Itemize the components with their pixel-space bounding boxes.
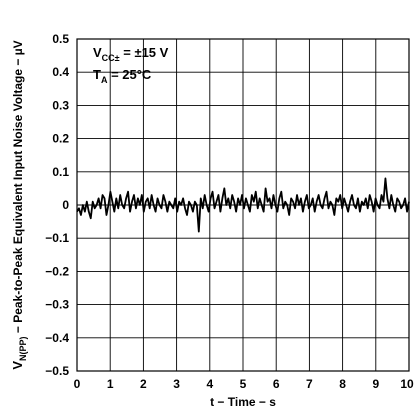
x-tick-label: 3 [173, 377, 180, 391]
x-tick-label: 8 [339, 377, 346, 391]
y-tick-label: 0.3 [52, 98, 69, 112]
x-tick-labels: 0 1 2 3 4 5 6 7 8 9 10 [74, 377, 414, 391]
x-tick-label: 10 [400, 377, 414, 391]
x-tick-label: 5 [240, 377, 247, 391]
supply-voltage-annotation: VCC± = ±15 V [93, 45, 169, 63]
noise-trace [76, 177, 410, 233]
y-tick-label: 0 [62, 198, 69, 212]
y-tick-labels: 0.5 0.4 0.3 0.2 0.1 0 −0.1 −0.2 −0.3 −0.4 −0.5 [45, 32, 69, 378]
x-tick-label: 6 [273, 377, 280, 391]
x-tick-label: 0 [74, 377, 81, 391]
x-tick-label: 1 [107, 377, 114, 391]
y-tick-label: 0.1 [52, 165, 69, 179]
x-tick-label: 2 [140, 377, 147, 391]
y-tick-label: 0.5 [52, 32, 69, 46]
y-tick-label: −0.3 [45, 298, 69, 312]
y-tick-label: −0.4 [45, 331, 69, 345]
y-tick-label: 0.2 [52, 132, 69, 146]
temperature-annotation: TA = 25°C [93, 67, 152, 85]
y-tick-label: −0.2 [45, 264, 69, 278]
y-tick-label: −0.1 [45, 231, 69, 245]
x-tick-label: 4 [206, 377, 213, 391]
x-tick-label: 7 [306, 377, 313, 391]
x-axis-label: t − Time − s [210, 395, 276, 408]
y-tick-label: 0.4 [52, 65, 69, 79]
y-tick-label: −0.5 [45, 364, 69, 378]
y-axis-label: VN(PP) − Peak-to-Peak Equivalent Input N… [10, 40, 28, 369]
x-tick-label: 9 [372, 377, 379, 391]
